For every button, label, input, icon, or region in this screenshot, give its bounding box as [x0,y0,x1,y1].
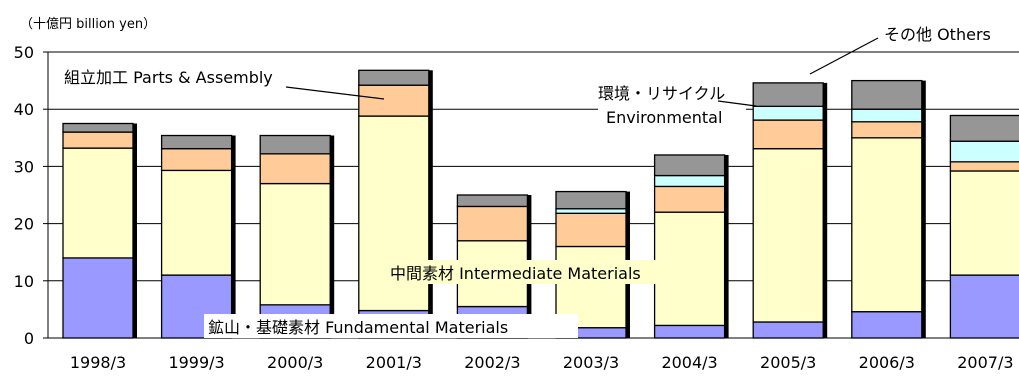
bar-segment [358,69,430,86]
label-parts-assembly: 組立加工 Parts & Assembly [64,68,273,87]
bar-segment [949,161,1019,172]
x-tick-label: 2006/3 [859,353,915,372]
bar-segment [752,148,824,323]
bar-segment [851,79,923,110]
bar-segment [752,321,824,339]
bar-segment [653,185,726,213]
y-tick-label: 0 [24,329,34,348]
y-tick-label: 10 [14,272,34,291]
x-tick-label: 2007/3 [957,353,1013,372]
y-tick-labels: 0 10 20 30 40 50 [14,43,48,348]
unit-label: （十億円 billion yen） [20,16,156,32]
y-tick-label: 40 [14,100,34,119]
bar-segment [851,121,923,139]
y-tick-label: 20 [14,215,34,234]
bar-segment [949,170,1019,276]
label-environmental-en: Environmental [606,108,722,127]
bar-segment [752,82,824,107]
bar-segment [653,154,726,177]
bar-segment [160,148,233,172]
x-tick-label: 2000/3 [267,353,323,372]
x-tick-label: 2001/3 [366,353,422,372]
bar-segment [62,122,134,133]
bar-segment [653,324,726,339]
label-others: その他 Others [884,25,991,44]
x-tick-label: 2004/3 [661,353,717,372]
bar-segment [456,194,529,208]
bar-segment [259,182,331,306]
bar-segment [949,114,1019,142]
label-intermediate: 中間素材 Intermediate Materials [390,264,641,283]
x-tick-label: 2003/3 [563,353,619,372]
x-tick-label: 1998/3 [70,353,126,372]
bar-segment [851,311,923,339]
annotation-parts-assembly: 組立加工 Parts & Assembly [58,64,385,100]
bar-segment [160,134,233,150]
bar-segment [555,208,627,214]
annotation-intermediate: 中間素材 Intermediate Materials [384,260,696,284]
bar-segment [752,105,824,121]
leader-environmental [717,100,757,107]
bar-stack [851,79,926,339]
bar-segment [949,274,1019,339]
x-tick-labels: 1998/3 1999/3 2000/3 2001/3 2002/3 2003/3 2004… [70,353,1014,372]
bar-segment [259,134,331,155]
bar-stack [752,82,828,339]
annotation-others: その他 Others [809,20,1019,75]
bar-segment [160,169,233,276]
bar-segment [259,153,331,185]
bar-segment [456,205,529,242]
bar-stack [62,122,137,339]
bar-segment [62,257,134,339]
bar-segment [358,84,430,117]
annotation-fundamental: 鉱山・基礎素材 Fundamental Materials [204,314,578,338]
leader-others [809,37,879,75]
bar-stack [949,114,1019,339]
bar-segment [555,190,627,210]
bar-stack [358,69,433,339]
bar-segment [949,140,1019,163]
bar-segment [62,131,134,149]
bar-segment [555,212,627,248]
bar-segment [851,108,923,123]
bar-stack [160,134,236,339]
x-tick-label: 2002/3 [464,353,520,372]
bar-stack [259,134,335,339]
label-environmental-jp: 環境・リサイクル [598,84,725,103]
bar-segment [653,174,726,188]
bar-segment [752,119,824,150]
x-tick-label: 2005/3 [760,353,816,372]
label-fundamental: 鉱山・基礎素材 Fundamental Materials [208,318,508,337]
y-tick-label: 30 [14,157,34,176]
y-tick-label: 50 [14,43,34,62]
annotation-environmental: 環境・リサイクル Environmental [598,80,757,128]
bars [62,69,1019,339]
bar-segment [851,137,923,313]
leader-parts-assembly [285,86,385,100]
bar-stack [653,154,729,339]
bar-segment [62,147,134,259]
x-tick-label: 1999/3 [168,353,224,372]
